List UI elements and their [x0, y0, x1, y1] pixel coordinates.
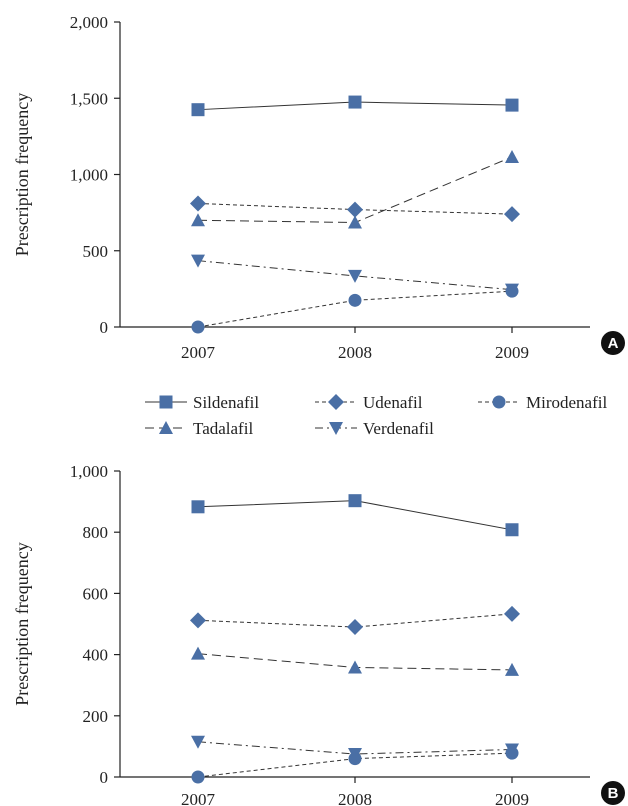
- data-point-verdenafil: [348, 269, 362, 283]
- legend-item-mirodenafil: Mirodenafil: [478, 393, 607, 412]
- y-tick-label: 600: [83, 584, 109, 603]
- x-tick-label: 2008: [338, 790, 372, 806]
- data-point-mirodenafil: [505, 746, 519, 760]
- legend-item-tadalafil: Tadalafil: [145, 419, 253, 438]
- data-point-verdenafil: [191, 254, 205, 268]
- panel-badge-circle: [601, 781, 625, 805]
- x-tick-label: 2008: [338, 343, 372, 362]
- data-point-udenafil: [190, 612, 206, 629]
- legend-marker-verdenafil: [329, 422, 343, 435]
- data-point-mirodenafil: [348, 293, 362, 307]
- panel-badge-letter: B: [608, 785, 619, 802]
- panel-badge-circle: [601, 331, 625, 355]
- x-tick-label: 2007: [181, 790, 216, 806]
- series-sildenafil: [191, 95, 519, 117]
- y-axis-label: Prescription frequency: [12, 542, 32, 705]
- y-tick-label: 400: [83, 646, 109, 665]
- data-point-sildenafil: [191, 500, 205, 514]
- x-tick-label: 2007: [181, 343, 216, 362]
- chart-panel-a: 0 500 1,000 1,500 2,000 2007 2008 2009 Prescript…: [12, 13, 590, 362]
- legend-marker-sildenafil: [159, 395, 173, 409]
- data-point-mirodenafil: [348, 752, 362, 766]
- x-tick-label: 2009: [495, 790, 529, 806]
- data-point-udenafil: [190, 195, 206, 212]
- series-verdenafil: [191, 254, 519, 297]
- data-point-mirodenafil: [191, 320, 205, 334]
- chart-panel-b: 0 200 400 600 800 1,000 2007 2008 2009 Prescripti…: [12, 462, 590, 806]
- data-point-tadalafil: [505, 662, 519, 676]
- data-point-sildenafil: [348, 95, 362, 109]
- y-tick-label: 1,000: [70, 166, 108, 185]
- data-point-mirodenafil: [191, 770, 205, 784]
- legend-item-verdenafil: Verdenafil: [315, 419, 434, 438]
- series-mirodenafil: [191, 746, 519, 784]
- legend-marker-udenafil: [328, 394, 344, 410]
- data-point-sildenafil: [505, 98, 519, 112]
- y-tick-label: 1,000: [70, 462, 108, 481]
- data-point-sildenafil: [191, 103, 205, 117]
- legend-item-sildenafil: Sildenafil: [145, 393, 259, 412]
- series-sildenafil: [191, 494, 519, 537]
- series-line-mirodenafil: [197, 752, 513, 778]
- x-tick-label: 2009: [495, 343, 529, 362]
- y-tick-label: 0: [100, 318, 109, 337]
- data-point-sildenafil: [348, 494, 362, 508]
- series-udenafil: [190, 195, 520, 223]
- y-tick-label: 2,000: [70, 13, 108, 32]
- data-point-tadalafil: [191, 646, 205, 660]
- series-udenafil: [190, 605, 520, 636]
- data-point-udenafil: [347, 201, 363, 218]
- panel-badge-letter: A: [608, 335, 619, 352]
- y-tick-label: 500: [83, 242, 109, 261]
- legend-marker-mirodenafil: [492, 395, 506, 409]
- legend: Sildenafil Udenafil Mirodenafil Tadalafil Ve…: [145, 393, 607, 438]
- series-mirodenafil: [191, 284, 519, 334]
- data-point-verdenafil: [191, 735, 205, 749]
- data-point-tadalafil: [348, 660, 362, 674]
- data-point-tadalafil: [191, 213, 205, 227]
- panel-label-badge: A: [601, 331, 625, 355]
- data-point-tadalafil: [505, 149, 519, 163]
- data-point-tadalafil: [348, 215, 362, 229]
- y-tick-label: 200: [83, 707, 109, 726]
- panel-label-badge: B: [601, 781, 625, 805]
- y-axis-label: Prescription frequency: [12, 93, 32, 256]
- legend-label: Udenafil: [363, 393, 423, 412]
- legend-label: Mirodenafil: [526, 393, 607, 412]
- legend-marker-tadalafil: [159, 421, 173, 434]
- y-tick-label: 1,500: [70, 89, 108, 108]
- y-tick-label: 0: [100, 768, 109, 787]
- data-point-sildenafil: [505, 523, 519, 537]
- series-tadalafil: [191, 149, 519, 229]
- legend-label: Tadalafil: [193, 419, 253, 438]
- data-point-udenafil: [504, 206, 520, 223]
- series-tadalafil: [191, 646, 519, 676]
- y-tick-label: 800: [83, 523, 109, 542]
- data-point-udenafil: [347, 619, 363, 636]
- legend-item-udenafil: Udenafil: [315, 393, 423, 412]
- data-point-mirodenafil: [505, 284, 519, 298]
- legend-label: Verdenafil: [363, 419, 434, 438]
- data-point-udenafil: [504, 605, 520, 622]
- legend-label: Sildenafil: [193, 393, 259, 412]
